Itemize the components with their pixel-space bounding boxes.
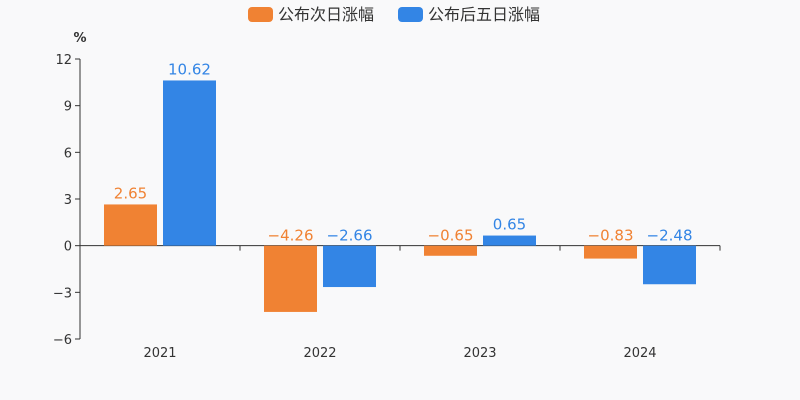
- bar: [643, 245, 696, 285]
- bar-value-label: 2.65: [114, 184, 147, 202]
- y-tick-label: −3: [53, 286, 72, 301]
- y-axis-unit-label: %: [73, 31, 86, 46]
- y-tick-label: 12: [55, 53, 72, 68]
- legend-swatch: [248, 7, 273, 22]
- y-tick-label: 6: [64, 146, 72, 161]
- x-tick-label: 2023: [463, 346, 496, 361]
- legend-swatch: [398, 7, 423, 22]
- legend-label: 公布后五日涨幅: [428, 5, 540, 24]
- bar-value-label: 10.62: [168, 60, 211, 78]
- bar-value-label: 0.65: [493, 216, 526, 234]
- bar: [483, 235, 536, 246]
- axes: −6 −3 0 3 6 9 12 2021 2022 2023 2024: [53, 53, 721, 361]
- bar: [584, 245, 637, 259]
- legend-label: 公布次日涨幅: [278, 5, 374, 24]
- y-tick-label: 9: [64, 100, 72, 115]
- bars: [104, 80, 696, 312]
- bar-value-label: −0.65: [428, 227, 474, 245]
- bar: [424, 245, 477, 256]
- x-tick-label: 2024: [623, 346, 656, 361]
- bar-value-label: −2.66: [327, 227, 373, 245]
- y-tick-label: −6: [53, 333, 72, 348]
- bar: [323, 245, 376, 288]
- bar-value-label: −0.83: [588, 227, 634, 245]
- x-tick-label: 2021: [143, 346, 176, 361]
- value-labels: 2.65 −4.26 −0.65 −0.83 10.62 −2.66 0.65 −2.48: [114, 60, 693, 244]
- bar: [264, 245, 317, 312]
- bar-value-label: −4.26: [268, 227, 314, 245]
- legend: 公布次日涨幅 公布后五日涨幅: [248, 5, 540, 24]
- bar: [163, 80, 216, 246]
- y-tick-label: 0: [64, 240, 72, 255]
- y-tick-label: 3: [64, 193, 72, 208]
- bar-value-label: −2.48: [647, 227, 693, 245]
- bar: [104, 204, 157, 246]
- x-tick-label: 2022: [303, 346, 336, 361]
